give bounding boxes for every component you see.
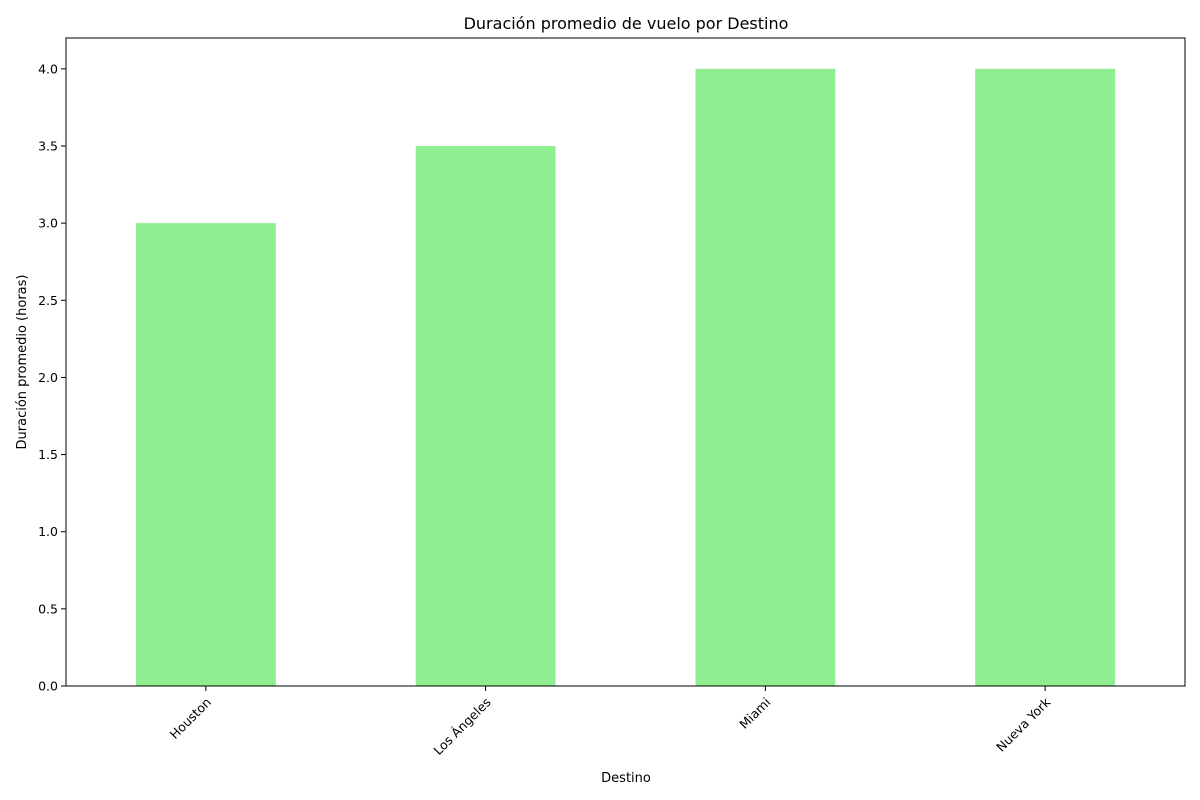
y-axis-label: Duración promedio (horas) bbox=[15, 275, 30, 450]
bar bbox=[415, 146, 556, 686]
y-tick-label: 1.0 bbox=[38, 524, 58, 539]
x-tick-label: Los Ángeles bbox=[430, 695, 493, 758]
bar bbox=[975, 68, 1116, 687]
y-axis: 0.0 0.5 1.0 1.5 2.0 2.5 3.0 3.5 4.0 bbox=[38, 61, 66, 694]
y-tick-label: 4.0 bbox=[38, 61, 58, 76]
y-tick-label: 2.5 bbox=[38, 293, 58, 308]
x-axis: Houston Los Ángeles Miami Nueva York bbox=[167, 686, 1054, 758]
y-tick-label: 0.0 bbox=[38, 679, 58, 694]
y-tick-label: 2.0 bbox=[38, 370, 58, 385]
x-tick-label: Nueva York bbox=[993, 694, 1054, 755]
bars-group bbox=[135, 68, 1116, 687]
y-tick-label: 3.0 bbox=[38, 216, 58, 231]
y-tick-label: 0.5 bbox=[38, 601, 58, 616]
x-tick-label: Houston bbox=[167, 695, 214, 742]
x-axis-label: Destino bbox=[601, 771, 651, 786]
bar bbox=[135, 223, 276, 686]
x-tick-label: Miami bbox=[736, 695, 773, 732]
chart-title: Duración promedio de vuelo por Destino bbox=[464, 14, 789, 33]
bar bbox=[695, 68, 836, 687]
y-tick-label: 3.5 bbox=[38, 139, 58, 154]
y-tick-label: 1.5 bbox=[38, 447, 58, 462]
plot-frame bbox=[65, 37, 1186, 687]
